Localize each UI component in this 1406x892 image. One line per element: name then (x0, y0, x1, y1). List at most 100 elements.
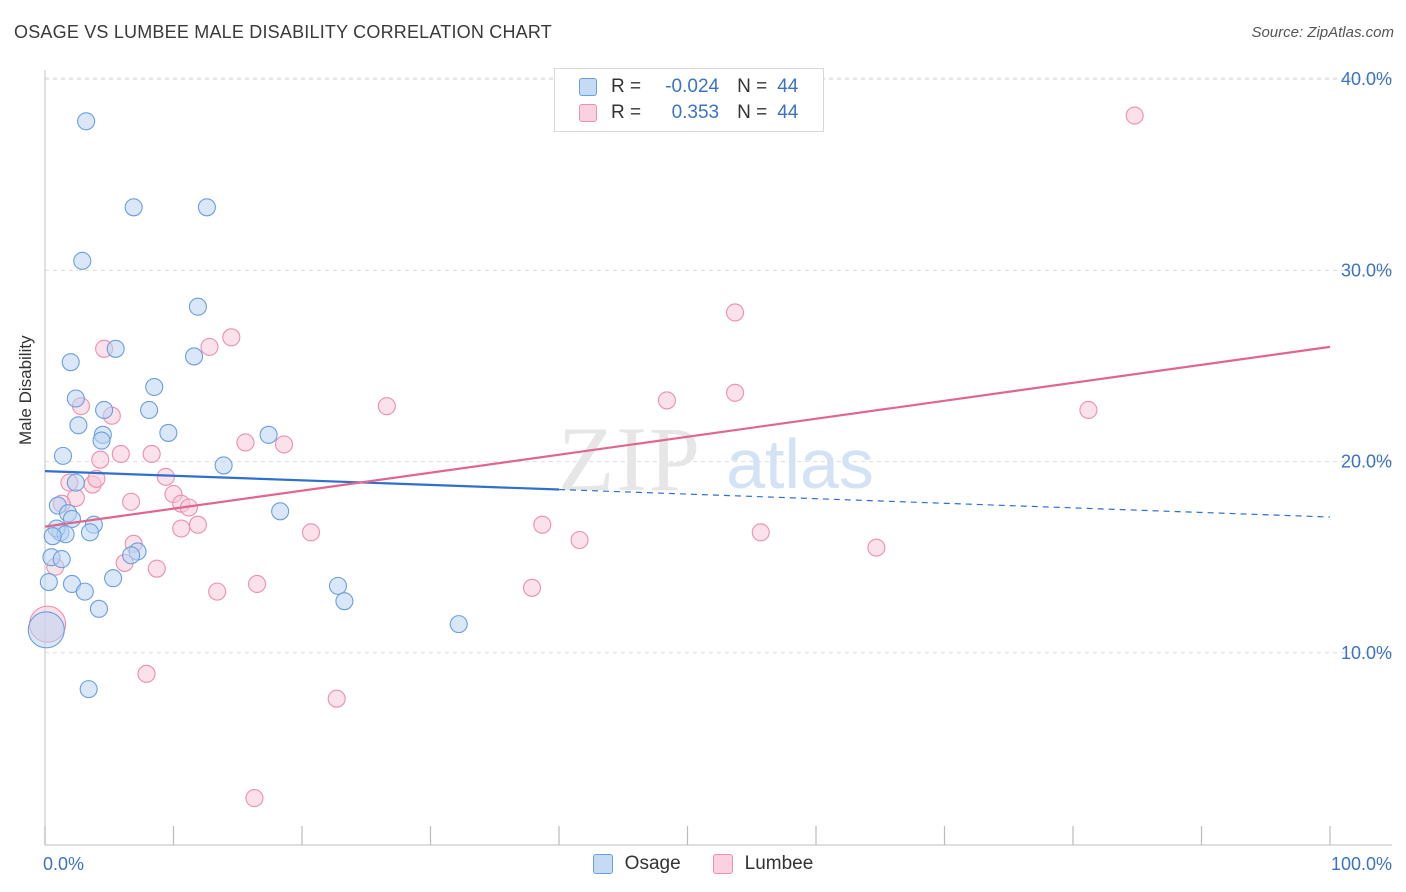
lumbee-point (301, 523, 321, 542)
lumbee-point (111, 444, 130, 464)
osage-point (77, 112, 96, 131)
legend-label-osage: Osage (624, 853, 681, 874)
legend-item-lumbee: Lumbee (712, 850, 814, 878)
lumbee-point (142, 444, 161, 464)
y-axis-title: Male Disability (16, 335, 35, 445)
osage-point (39, 573, 58, 592)
lumbee-point (725, 383, 745, 402)
y-tick-label: 40.0% (1341, 69, 1392, 89)
osage-point (62, 509, 82, 529)
watermark-atlas: atlas (726, 425, 874, 503)
lumbee-point (522, 578, 542, 597)
tick-labels: 10.0% 20.0% 30.0% 40.0% 0.0% 100.0% (43, 69, 1392, 874)
legend-r-label: R = (611, 76, 642, 97)
trend-lines (44, 345, 1331, 528)
legend-n-label: N = (737, 102, 768, 123)
chart-title: OSAGE VS LUMBEE MALE DISABILITY CORRELAT… (14, 22, 552, 42)
lumbee-point (91, 450, 110, 469)
lumbee-swatch (579, 104, 597, 122)
y-tick-label: 10.0% (1341, 643, 1392, 663)
x-tick-label: 100.0% (1331, 854, 1392, 874)
lumbee-point (570, 530, 589, 550)
lumbee-point (245, 789, 264, 808)
osage-point (43, 527, 62, 546)
osage-point (75, 582, 94, 601)
lumbee-point (156, 467, 175, 486)
osage-trend-extension (558, 488, 1331, 518)
lumbee-point (1125, 106, 1144, 125)
osage-point (106, 339, 125, 358)
osage-point (27, 611, 65, 649)
osage-point (259, 425, 278, 444)
lumbee-point (137, 664, 156, 683)
osage-point (95, 400, 114, 420)
legend-r-label: R = (611, 102, 642, 123)
osage-point (145, 377, 164, 397)
osage-point (52, 550, 71, 569)
osage-point (69, 416, 88, 435)
legend-row-osage: R = -0.024 N = 44 (579, 74, 798, 100)
osage-point (449, 615, 468, 634)
osage-point (335, 592, 354, 611)
osage-point (271, 502, 290, 521)
lumbee-point (377, 397, 396, 416)
legend-item-osage: Osage (592, 850, 681, 878)
osage-point (89, 599, 109, 618)
legend-n-label: N = (737, 76, 768, 97)
legend-r-value: 0.353 (671, 102, 720, 123)
osage-trend-line (44, 470, 560, 491)
osage-point (66, 389, 85, 408)
lumbee-point (87, 469, 106, 488)
lumbee-point (147, 559, 166, 578)
lumbee-point (867, 538, 886, 557)
osage-point (61, 353, 80, 372)
legend-n-value: 44 (777, 102, 799, 123)
lumbee-point (188, 515, 207, 534)
data-points (27, 106, 1144, 808)
osage-legend-swatch (592, 854, 613, 874)
lumbee-point (172, 519, 191, 538)
watermark-zip: ZIP (558, 408, 702, 510)
osage-point (328, 576, 348, 595)
osage-point (185, 347, 204, 366)
y-tick-label: 30.0% (1341, 260, 1392, 280)
osage-point (197, 198, 216, 217)
lumbee-point (1079, 400, 1098, 420)
x-tick-label: 0.0% (43, 854, 84, 874)
legend-label-lumbee: Lumbee (744, 853, 814, 874)
lumbee-trend-line (44, 345, 1331, 528)
lumbee-point (236, 433, 255, 452)
lumbee-legend-swatch (712, 854, 733, 874)
osage-point (80, 523, 100, 542)
lumbee-point (247, 574, 267, 594)
legend-r-value: -0.024 (665, 76, 720, 97)
osage-point (66, 473, 85, 492)
lumbee-point (751, 523, 770, 542)
lumbee-point (274, 435, 294, 454)
osage-point (122, 546, 141, 565)
osage-point (92, 431, 111, 450)
osage-point (79, 680, 98, 699)
osage-point (53, 446, 73, 465)
osage-point (124, 198, 143, 217)
axes (44, 70, 1392, 846)
osage-swatch (579, 78, 597, 96)
lumbee-point (200, 337, 219, 356)
osage-point (73, 251, 92, 270)
lumbee-point (725, 303, 745, 322)
osage-point (159, 423, 178, 442)
legend-n-value: 44 (777, 76, 799, 97)
legend-row-lumbee: R = 0.353 N = 44 (579, 100, 798, 126)
y-tick-label: 20.0% (1341, 452, 1392, 472)
osage-point (140, 400, 159, 420)
osage-point (214, 456, 233, 475)
correlation-legend: R = -0.024 N = 44 R = 0.353 N = 44 (554, 68, 824, 132)
series-legend: Osage Lumbee (0, 850, 1406, 878)
osage-point (188, 297, 207, 316)
lumbee-point (222, 328, 241, 347)
lumbee-point (327, 689, 346, 708)
source-attribution: Source: ZipAtlas.com (1251, 24, 1394, 41)
watermark: ZIP atlas (558, 408, 874, 510)
lumbee-point (122, 492, 141, 511)
